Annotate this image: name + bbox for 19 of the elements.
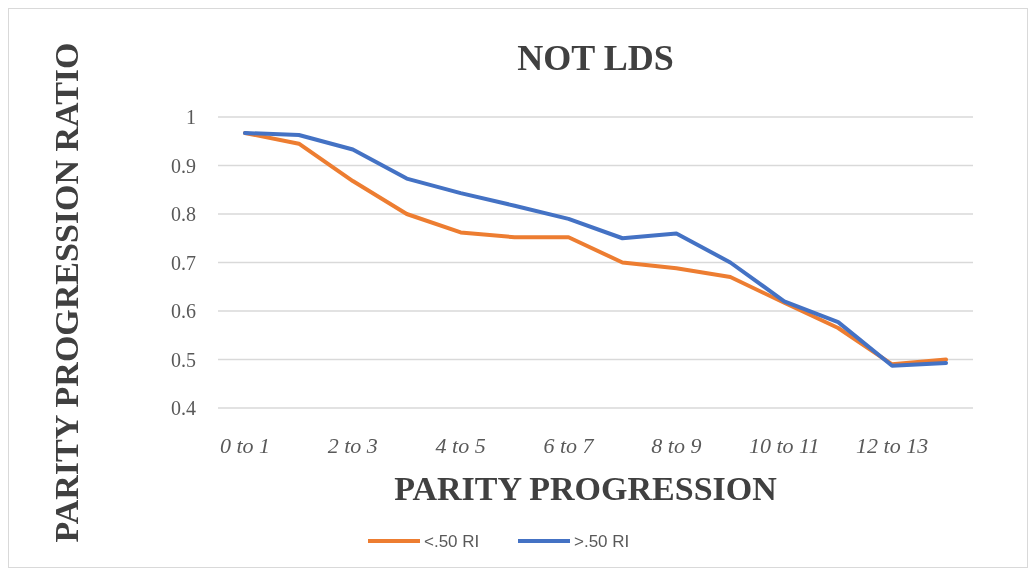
y-tick-label: 0.7 xyxy=(171,251,196,274)
y-tick-label: 0.6 xyxy=(171,300,196,322)
x-tick-label: 2 to 3 xyxy=(327,433,378,458)
x-axis-title: PARITY PROGRESSION xyxy=(394,470,778,507)
y-tick-label: 0.9 xyxy=(171,154,196,177)
x-tick-label: 4 to 5 xyxy=(435,433,486,458)
x-tick-label: 12 to 13 xyxy=(856,433,929,458)
y-axis-title: PARITY PROGRESSION RATIO xyxy=(48,42,85,543)
x-tick-label: 6 to 7 xyxy=(543,433,595,458)
x-tick-label: 0 to 1 xyxy=(219,433,271,458)
y-tick-label: 1 xyxy=(186,106,196,128)
y-tick-label: 0.8 xyxy=(171,203,196,225)
x-tick-label: 8 to 9 xyxy=(651,433,702,458)
y-tick-label: 0.4 xyxy=(171,397,196,419)
y-tick-label: 0.5 xyxy=(171,348,196,371)
chart-title: NOT LDS xyxy=(517,38,674,78)
legend-label: <.50 RI xyxy=(424,531,480,551)
legend-label: >.50 RI xyxy=(574,531,630,551)
x-tick-label: 10 to 11 xyxy=(749,433,820,458)
